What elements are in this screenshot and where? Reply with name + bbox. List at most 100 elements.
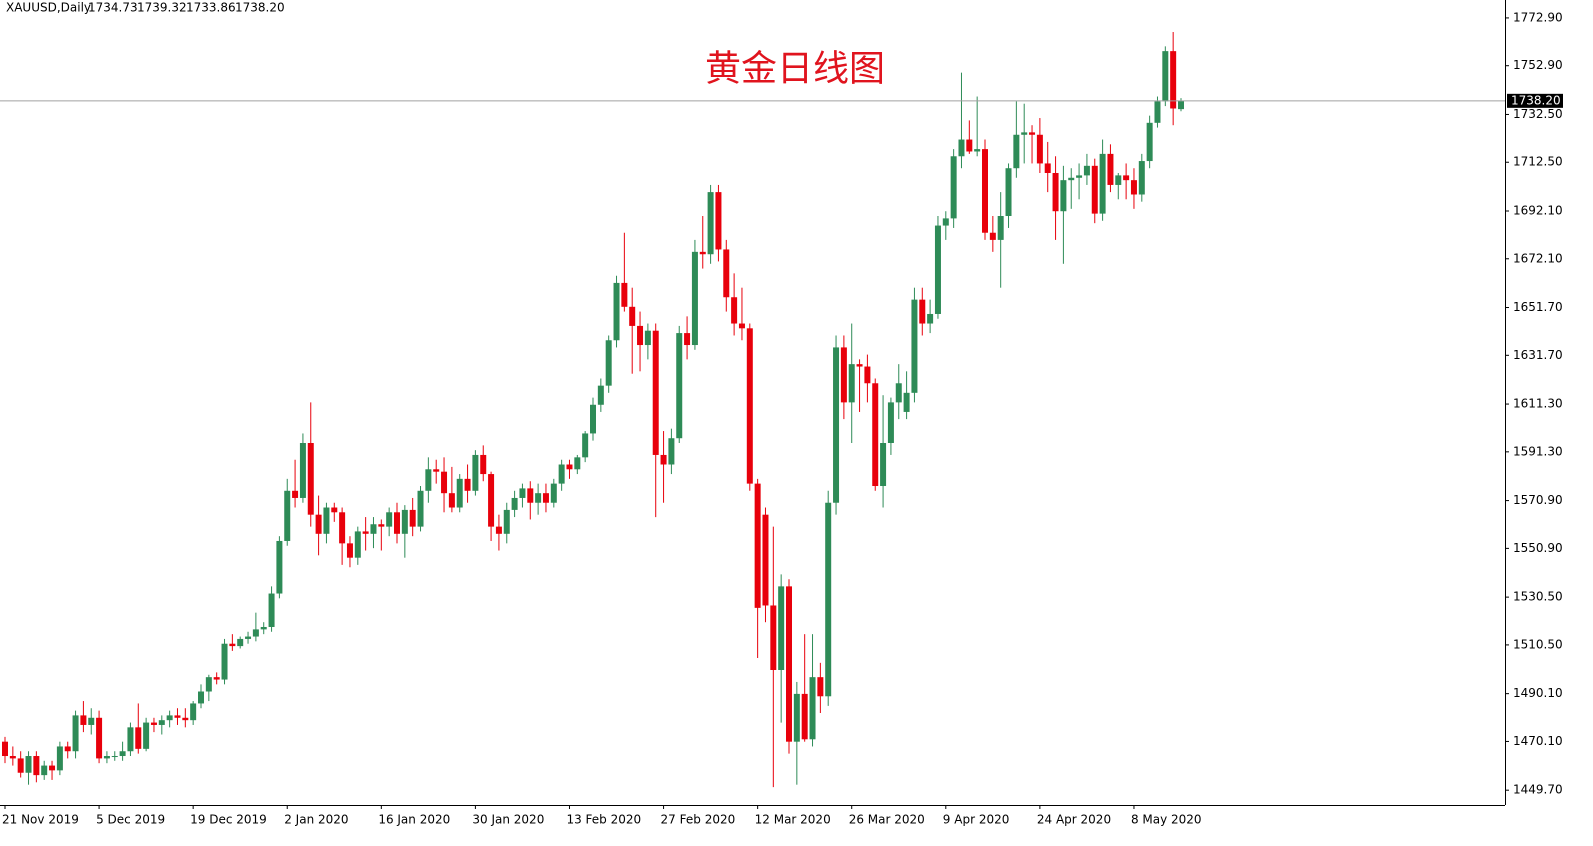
- candle-body: [590, 404, 596, 434]
- candle-body: [1060, 180, 1067, 212]
- candle-body: [1076, 175, 1083, 178]
- candle-body: [9, 756, 16, 759]
- candle-body: [213, 677, 220, 680]
- candle-body: [840, 347, 847, 403]
- candle-body: [911, 299, 918, 393]
- candle-body: [307, 443, 314, 515]
- candle-body: [723, 249, 730, 298]
- candle-body: [746, 328, 753, 484]
- candle-body: [41, 765, 48, 776]
- candle-body: [299, 443, 306, 498]
- y-tick-label: 1651.70: [1513, 300, 1563, 314]
- y-tick-label: 1530.50: [1513, 590, 1563, 604]
- ohlc-high: 1739.32: [137, 1, 187, 15]
- x-tick-label: 13 Feb 2020: [566, 813, 641, 827]
- candle-body: [848, 364, 855, 403]
- candle-body: [49, 765, 56, 771]
- candle-body: [731, 297, 738, 324]
- candle-body: [480, 454, 487, 475]
- candle-body: [276, 540, 283, 594]
- candle-body: [652, 330, 659, 455]
- candle-body: [1107, 153, 1114, 185]
- candle-body: [966, 139, 973, 152]
- candle-body: [1162, 51, 1169, 102]
- candle-body: [1013, 134, 1020, 169]
- candle-body: [1036, 134, 1043, 164]
- candle-body: [339, 512, 346, 544]
- candle-body: [934, 225, 941, 314]
- candle-body: [472, 454, 479, 491]
- candle-body: [833, 347, 840, 503]
- candle-body: [96, 717, 103, 759]
- candle-body: [778, 586, 785, 670]
- candle-body: [738, 323, 745, 329]
- candle-body: [1052, 172, 1059, 212]
- y-tick-label: 1449.70: [1513, 783, 1563, 797]
- candle-body: [864, 366, 871, 384]
- candle-body: [456, 478, 463, 508]
- candle-body: [425, 469, 432, 491]
- candle-body: [158, 720, 165, 725]
- candle-body: [597, 385, 604, 405]
- candle-body: [574, 457, 581, 470]
- candle-body: [629, 306, 636, 326]
- candle-body: [550, 483, 557, 503]
- candle-body: [33, 756, 40, 776]
- candle-body: [252, 629, 259, 637]
- candle-body: [950, 156, 957, 219]
- candle-body: [644, 330, 651, 346]
- candle-body: [72, 715, 79, 752]
- current-price-box: [1507, 93, 1563, 108]
- candle-body: [88, 717, 95, 725]
- candle-body: [691, 251, 698, 346]
- candle-body: [1146, 122, 1153, 162]
- candle-body: [417, 490, 424, 527]
- candle-body: [229, 643, 236, 647]
- candle-body: [441, 471, 448, 494]
- candle-body: [127, 727, 134, 752]
- candle-body: [268, 593, 275, 627]
- x-tick-label: 16 Jan 2020: [378, 813, 450, 827]
- candle-body: [762, 514, 769, 606]
- candle-body: [668, 438, 675, 465]
- candle-body: [174, 715, 181, 718]
- candle-body: [997, 216, 1004, 240]
- candle-body: [1130, 180, 1137, 195]
- candle-body: [448, 493, 455, 508]
- candle-body: [1170, 51, 1177, 109]
- candle-body: [150, 722, 157, 725]
- candle-body: [17, 758, 24, 773]
- y-tick-label: 1570.90: [1513, 493, 1563, 507]
- candle-body: [292, 490, 299, 498]
- candle-body: [346, 543, 353, 558]
- x-tick-label: 19 Dec 2019: [190, 813, 267, 827]
- candle-body: [684, 333, 691, 346]
- candle-body: [401, 509, 408, 534]
- candle-body: [1099, 153, 1106, 214]
- candle-body: [903, 392, 910, 412]
- candle-body: [433, 469, 440, 472]
- ohlc-low: 1733.86: [186, 1, 236, 15]
- candle-body: [111, 756, 118, 758]
- candle-body: [989, 232, 996, 240]
- x-tick-label: 30 Jan 2020: [472, 813, 544, 827]
- candle-body: [1178, 100, 1184, 110]
- candle-body: [119, 751, 126, 757]
- candle-body: [135, 727, 142, 749]
- y-tick-label: 1692.10: [1513, 203, 1563, 217]
- candle-body: [205, 677, 212, 692]
- candle-body: [103, 756, 110, 759]
- candle-body: [793, 693, 800, 742]
- y-tick-label: 1470.10: [1513, 734, 1563, 748]
- candle-body: [1123, 175, 1130, 181]
- candle-body: [715, 192, 722, 250]
- y-tick-label: 1550.90: [1513, 541, 1563, 555]
- x-tick-label: 2 Jan 2020: [284, 813, 348, 827]
- x-tick-label: 24 Apr 2020: [1037, 813, 1111, 827]
- candle-body: [80, 715, 87, 725]
- candle-body: [1083, 165, 1090, 176]
- candle-body: [942, 218, 949, 226]
- x-tick-label: 26 Mar 2020: [849, 813, 925, 827]
- candle-body: [166, 715, 173, 721]
- candle-body: [1044, 163, 1051, 173]
